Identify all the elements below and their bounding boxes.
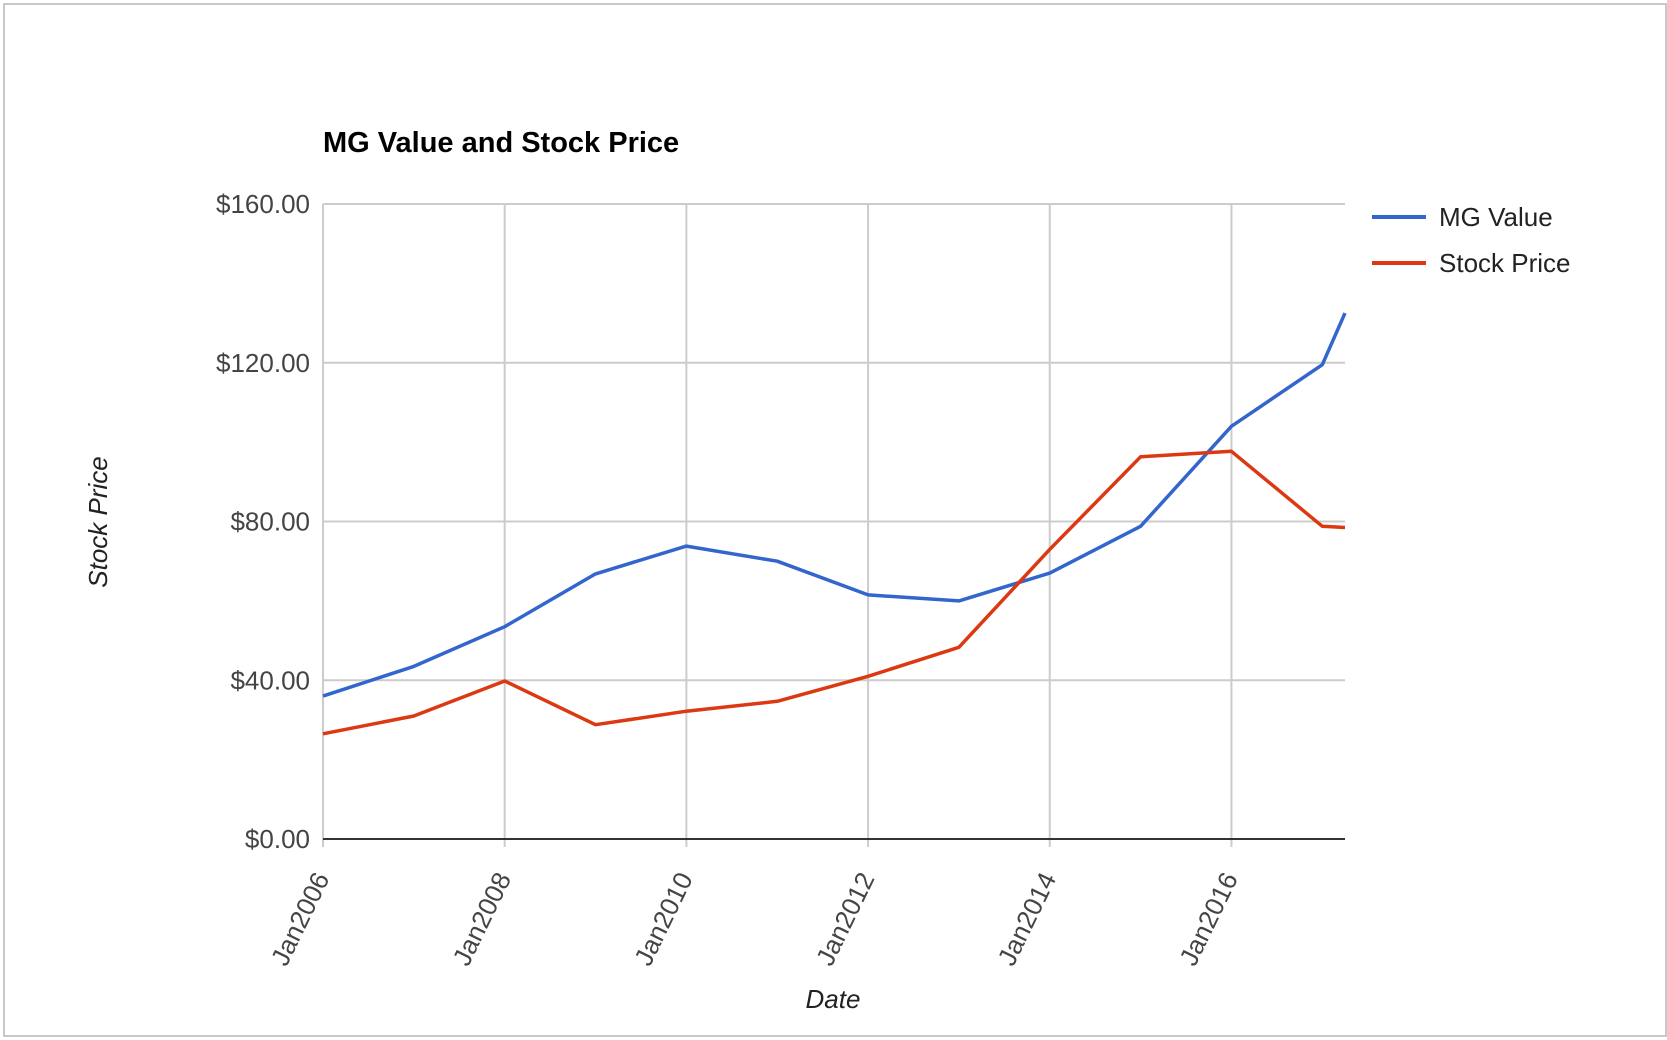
x-axis-title: Date <box>806 984 861 1014</box>
legend-label-stock-price: Stock Price <box>1439 248 1571 278</box>
series-line-stock-price <box>322 449 1346 736</box>
legend: MG Value Stock Price <box>1372 202 1571 278</box>
gridlines <box>322 203 1345 847</box>
y-tick-label: $40.00 <box>230 665 310 695</box>
y-tick-label: $80.00 <box>230 507 310 537</box>
y-tick-label: $0.00 <box>245 824 310 854</box>
y-axis-title: Stock Price <box>83 456 113 588</box>
legend-label-mg-value: MG Value <box>1439 202 1553 232</box>
chart-title: MG Value and Stock Price <box>323 127 679 159</box>
y-tick-label: $160.00 <box>216 189 310 219</box>
chart-border <box>3 3 1667 1037</box>
series-layer <box>322 312 1347 736</box>
y-tick-label: $120.00 <box>216 348 310 378</box>
series-line-mg-value <box>322 312 1347 698</box>
